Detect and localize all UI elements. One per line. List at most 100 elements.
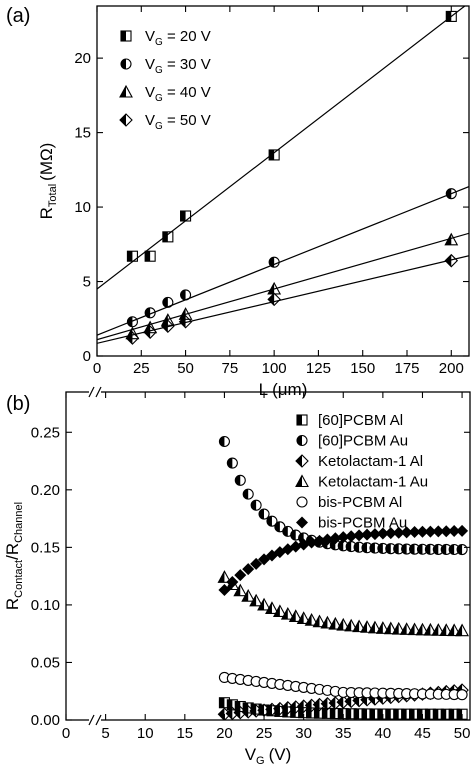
panel-a-point: [445, 188, 457, 200]
panel-a-fit-line: [97, 255, 469, 344]
panel-a-point: [161, 319, 175, 333]
panel-b-point: [344, 618, 359, 632]
panel-b-point: [431, 623, 446, 636]
panel-b-x-tick-label: 20: [216, 725, 233, 742]
panel-b-ticks: 0 5 10 15 20 25 30 35 40 45 50 0.00 0.05 0.10 0.15 0.20…: [31, 392, 470, 742]
panel-b-point: [249, 593, 264, 607]
panel-b-point: [320, 615, 335, 629]
panel-b-point: [305, 536, 318, 549]
panel-a-point: [125, 331, 140, 345]
panel-b-x-tick-label: 45: [414, 725, 431, 742]
panel-b-point: [265, 601, 279, 614]
panel-b-point: [448, 525, 461, 538]
panel-a-x-tick-label: 150: [350, 360, 375, 377]
panel-b-legend-item: bis-PCBM Au: [296, 515, 407, 532]
panel-b-point: [423, 622, 438, 636]
panel-b-x-tick-label: 25: [256, 725, 273, 742]
panel-b-point: [439, 623, 454, 636]
panel-b-point: [242, 488, 254, 500]
panel-a-legend-item: VG = 50 V: [119, 112, 211, 132]
panel-b-point: [313, 534, 326, 547]
panel-a-plot-frame: [96, 5, 470, 357]
panel-b-x-axis-break: [88, 714, 102, 726]
panel-a-y-axis-title: RTotal(MΩ): [37, 143, 59, 220]
panel-b-legend-label: Ketolactam-1 Al: [318, 453, 423, 470]
panel-b-point: [407, 622, 422, 636]
panel-b-x-tick-label: 40: [375, 725, 392, 742]
panel-b-point: [456, 524, 469, 537]
panel-a-ticks: 0 25 50 75 100 125 150 175 200 0 5 10 15 20: [74, 6, 469, 377]
panel-b-legend-item: Ketolactam-1 Al: [295, 453, 423, 470]
panel-a-legend-item: VG = 40 V: [119, 84, 211, 104]
panel-a-point: [126, 250, 138, 262]
panel-b-point: [258, 508, 270, 520]
panel-b-point: [352, 619, 367, 633]
panel-b-point: [234, 569, 247, 582]
panel-a-point: [126, 316, 138, 328]
panel-b-x-tick-label: 10: [137, 725, 154, 742]
panel-b-point: [250, 499, 262, 511]
panel-a-point: [178, 314, 193, 329]
panel-b-point: [424, 525, 437, 538]
panel-b-point: [288, 609, 303, 622]
panel-a: (a) 0 25 50 75 100 125 150 175 200 0 5 10 15 20 VG = …: [6, 5, 470, 399]
panel-a-x-tick-label: 0: [93, 360, 101, 377]
panel-a-x-tick-label: 200: [439, 360, 464, 377]
panel-a-legend-label: VG = 30 V: [145, 56, 211, 76]
panel-b-point: [336, 617, 351, 631]
panel-a-fit-line: [97, 186, 469, 336]
panel-a-fit-line: [97, 6, 466, 290]
panel-b-point: [456, 689, 468, 701]
panel-a-y-tick-label: 10: [74, 199, 91, 216]
panel-b-x-axis-title: VG (V): [245, 745, 292, 767]
panel-a-point: [267, 292, 281, 307]
panel-b-point: [361, 528, 374, 541]
panel-a-x-tick-label: 175: [394, 360, 419, 377]
panel-a-point: [444, 232, 459, 246]
panel-b-legend-label: [60]PCBM Al: [318, 412, 403, 429]
panel-b-point: [456, 708, 468, 720]
panel-b-legend-marker: [295, 454, 309, 468]
panel-b-point: [360, 620, 374, 633]
panel-a-fit-line: [97, 232, 469, 341]
panel-b-point: [440, 525, 453, 538]
panel-b-point: [297, 538, 310, 551]
panel-b-point: [304, 612, 319, 626]
panel-b-legend-label: bis-PCBM Au: [318, 515, 407, 532]
panel-b-point: [375, 621, 390, 634]
panel-b-point: [218, 583, 231, 596]
panel-a-point: [144, 307, 156, 319]
panel-b-point: [234, 474, 246, 486]
panel-a-point: [268, 256, 280, 268]
panel-b-points: [217, 435, 470, 720]
panel-b-legend-marker: [296, 516, 308, 529]
panel-b: (b) 0 5 10 15 20 25 30 35 40 45 50 0.00 0.05 0.10 0.15…: [3, 386, 471, 767]
panel-a-legend-item: VG = 20 V: [120, 28, 211, 48]
panel-b-legend-item: Ketolactam-1 Au: [295, 474, 428, 491]
panel-b-point: [447, 623, 462, 637]
panel-b-point: [345, 530, 358, 543]
panel-b-legend-label: Ketolactam-1 Au: [318, 474, 428, 491]
panel-a-x-tick-label: 75: [222, 360, 239, 377]
panel-b-y-axis-title: RContact/RChannel: [3, 502, 25, 610]
panel-b-point: [415, 622, 430, 636]
panel-b-point: [376, 527, 389, 540]
panel-b-y-tick-label: 0.15: [31, 539, 60, 556]
panel-b-point: [432, 525, 445, 538]
panel-b-point: [455, 623, 470, 637]
panel-b-point: [408, 526, 421, 539]
panel-a-x-axis-title: L (μm): [259, 380, 308, 399]
panel-b-legend-marker: [296, 414, 308, 426]
panel-b-point: [368, 620, 382, 634]
panel-a-point: [180, 210, 192, 222]
panel-b-legend-label: bis-PCBM Al: [318, 494, 402, 511]
panel-b-point: [226, 575, 239, 588]
panel-a-legend: VG = 20 V VG = 30 V VG = 40 V VG = 50 V: [119, 28, 211, 132]
panel-b-x-tick-label: 15: [176, 725, 193, 742]
panel-a-legend-label: VG = 20 V: [145, 28, 211, 48]
panel-b-axis-breaks: [88, 386, 102, 726]
panel-a-legend-label: VG = 40 V: [145, 84, 211, 104]
panel-a-x-tick-label: 25: [133, 360, 150, 377]
panel-a-legend-marker: [120, 58, 132, 70]
panel-b-plot-frame: [65, 391, 471, 721]
